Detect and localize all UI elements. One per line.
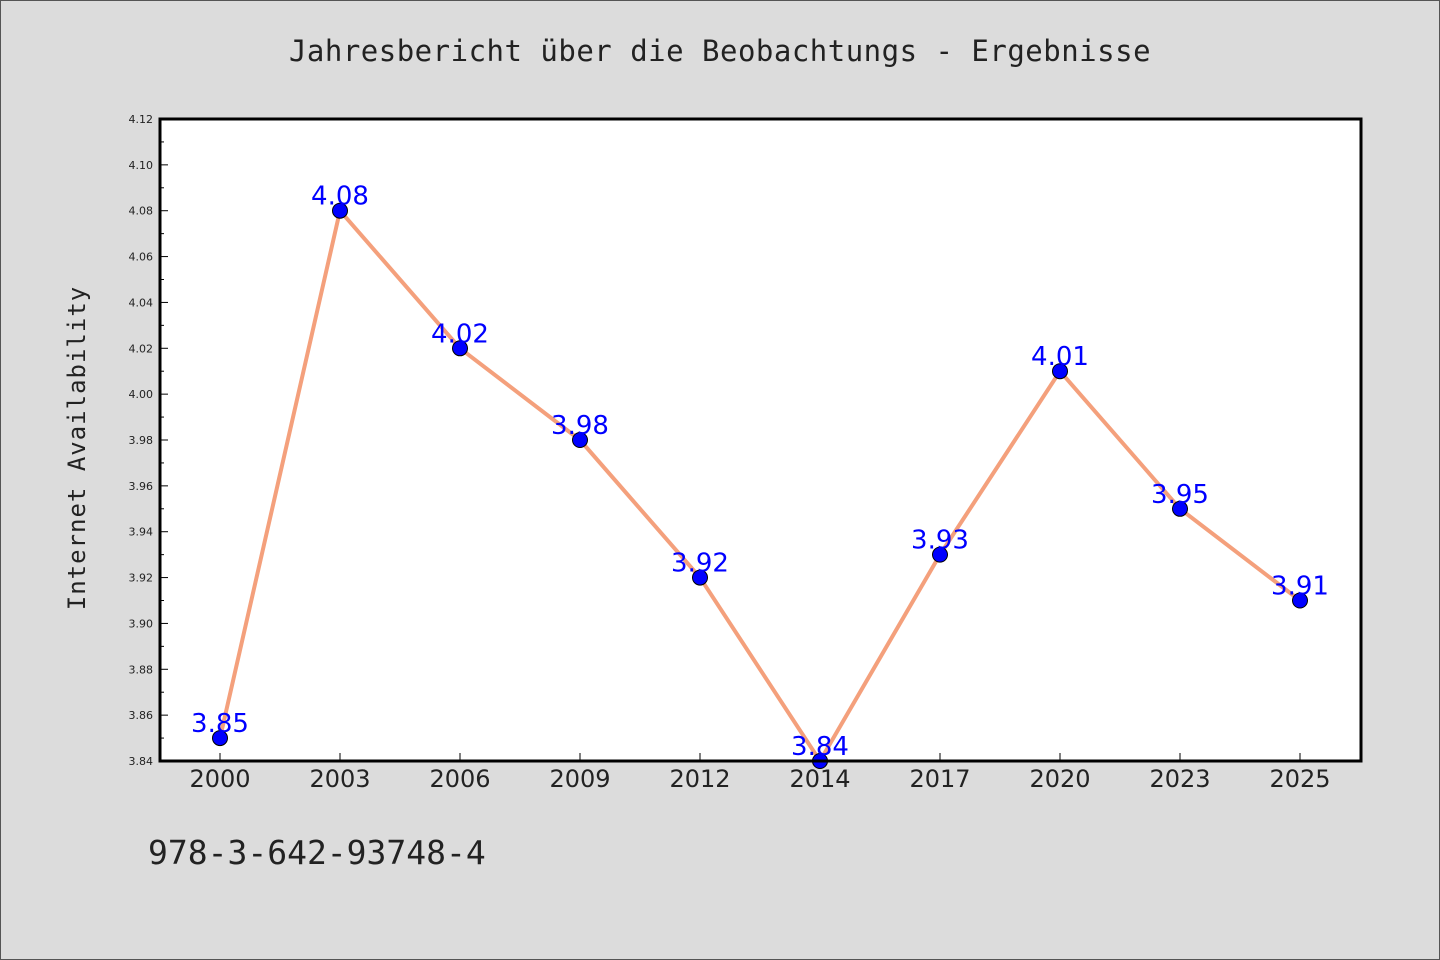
y-tick-label: 4.12: [129, 113, 154, 126]
y-tick-label: 3.92: [129, 572, 154, 585]
data-label: 3.93: [911, 526, 969, 556]
x-tick-label: 2000: [189, 765, 250, 793]
y-tick-label: 3.96: [129, 480, 154, 493]
y-tick-label: 4.02: [129, 342, 154, 355]
data-label: 4.02: [431, 319, 489, 349]
series-line-group: [218, 208, 1302, 763]
y-tick-label: 4.06: [129, 251, 154, 264]
x-tick-label: 2020: [1029, 765, 1090, 793]
x-tick-label: 2012: [669, 765, 730, 793]
y-axis: 3.84 3.86 3.88 3.90 3.92 3.94 3.96 3.98 4.00 4.02…: [129, 113, 168, 768]
x-tick-label: 2023: [1149, 765, 1210, 793]
y-tick-label: 4.08: [129, 205, 154, 218]
data-label: 4.01: [1031, 342, 1089, 372]
y-tick-label: 4.00: [129, 388, 154, 401]
y-tick-label: 3.86: [129, 709, 154, 722]
data-label: 3.92: [671, 549, 729, 579]
x-tick-label: 2014: [789, 765, 850, 793]
x-tick-label: 2025: [1269, 765, 1330, 793]
footer-code: 978-3-642-93748-4: [148, 833, 486, 872]
data-point-marker: [1172, 500, 1188, 517]
data-label: 3.98: [551, 411, 609, 441]
data-point-marker: [332, 202, 348, 219]
y-tick-label: 3.94: [129, 526, 154, 539]
data-point-marker: [572, 432, 588, 448]
data-label: 4.08: [311, 182, 369, 212]
x-tick-label: 2006: [429, 765, 490, 793]
series-line: [218, 208, 1302, 763]
x-axis: 2000 2003 2006 2009 2012 2014 2017 2020 2023 2025: [189, 753, 1331, 793]
data-label: 3.84: [791, 732, 849, 762]
data-label: 3.85: [191, 709, 249, 739]
data-point-marker: [932, 546, 948, 563]
plot-area: [160, 119, 1361, 761]
y-tick-label: 3.98: [129, 434, 154, 447]
data-point-marker: [1292, 592, 1308, 609]
data-point-marker: [452, 340, 468, 357]
y-tick-label: 4.10: [129, 159, 154, 172]
y-tick-label: 3.88: [129, 663, 154, 676]
data-label: 3.91: [1271, 572, 1329, 602]
x-tick-label: 2003: [309, 765, 370, 793]
x-tick-label: 2017: [909, 765, 970, 793]
y-tick-label: 3.84: [129, 755, 154, 768]
data-point-marker: [1052, 363, 1068, 380]
data-point-marker: [212, 730, 228, 747]
data-label-group: 3.85 4.08 4.02 3.98 3.92 3.84 3.93 4.01 3.95 3.91: [191, 182, 1329, 762]
y-axis-label: Internet Availability: [63, 286, 91, 610]
x-tick-label: 2009: [549, 765, 610, 793]
y-tick-label: 4.04: [129, 296, 154, 309]
chart-title: Jahresbericht über die Beobachtungs - Er…: [288, 34, 1152, 68]
plot-border: [158, 117, 1363, 763]
y-tick-label: 3.90: [129, 617, 154, 630]
data-label: 3.95: [1151, 480, 1209, 510]
data-point-marker: [692, 569, 708, 586]
